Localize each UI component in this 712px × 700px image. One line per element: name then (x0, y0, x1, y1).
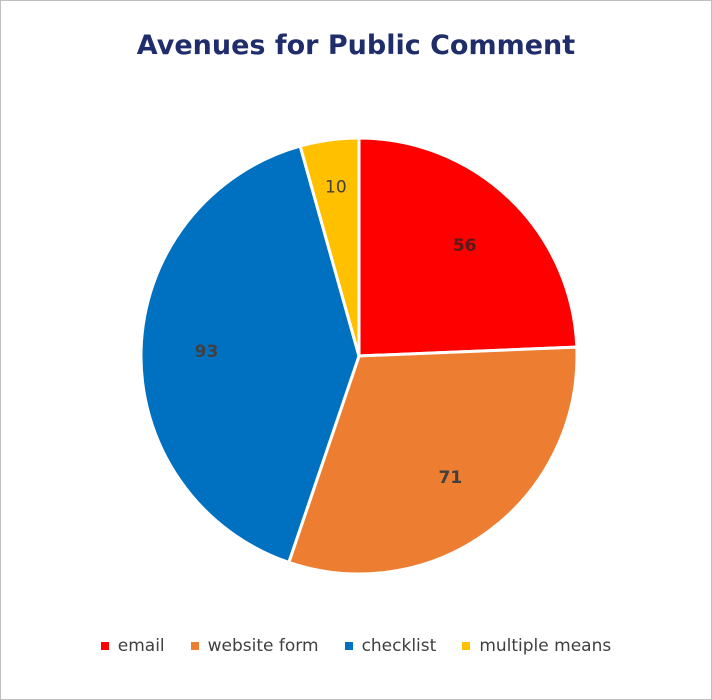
legend-label: email (117, 636, 165, 656)
legend-item-multiple-means: multiple means (462, 636, 611, 656)
data-label-website-form: 71 (439, 468, 463, 488)
chart-legend: email website form checklist multiple means (0, 636, 712, 656)
chart-title: Avenues for Public Comment (136, 30, 576, 61)
pie-data-labels: 56 71 93 10 (195, 178, 477, 489)
pie-slice-email (357, 136, 579, 358)
legend-swatch (462, 642, 471, 650)
pie-slice-checklist (139, 144, 361, 565)
data-label-checklist: 93 (195, 342, 219, 362)
pie-slice-website-form (286, 345, 579, 576)
pie-chart: 56 71 93 10 (139, 136, 579, 576)
legend-swatch (100, 642, 109, 650)
legend-item-website-form: website form (190, 636, 319, 656)
data-label-email: 56 (453, 236, 477, 256)
legend-item-checklist: checklist (344, 636, 437, 656)
legend-label: checklist (361, 636, 437, 656)
data-label-multiple-means: 10 (325, 178, 347, 198)
legend-swatch (190, 642, 199, 650)
legend-label: website form (207, 636, 319, 656)
legend-label: multiple means (479, 636, 612, 656)
pie-slice-multiple-means (298, 136, 361, 357)
legend-swatch (344, 642, 353, 650)
pie-slices (139, 136, 579, 576)
legend-item-email: email (100, 636, 165, 656)
